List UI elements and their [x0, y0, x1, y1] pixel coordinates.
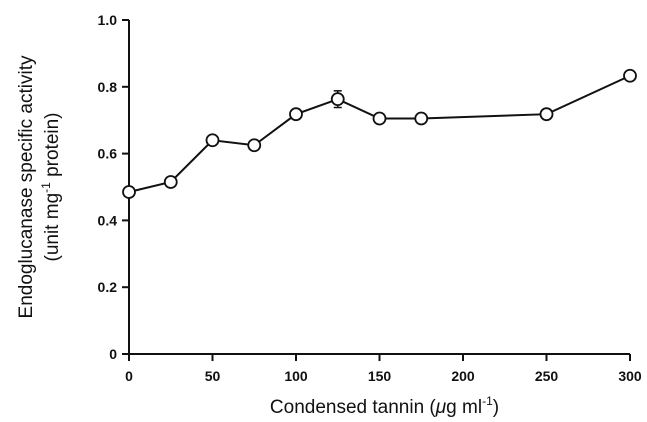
y-tick-label: 0 [109, 346, 117, 362]
y-axis-title: Endoglucanase specific activity (unit mg… [16, 55, 63, 318]
data-point [247, 138, 262, 153]
data-point [372, 111, 387, 126]
y-axis-title-line2: (unit mg-1 protein) [39, 112, 63, 261]
data-point [330, 92, 345, 107]
x-ticks: 0 50 100 150 200 250 300 [125, 354, 642, 384]
y-tick-label: 0.8 [98, 79, 118, 95]
data-point [205, 133, 220, 148]
y-tick-label: 1.0 [98, 12, 118, 28]
x-tick-label: 50 [205, 368, 221, 384]
y-axis-title-line1: Endoglucanase specific activity [16, 55, 37, 318]
data-point [623, 68, 637, 83]
y-axis-title-line2-post: protein) [42, 112, 63, 182]
x-tick-label: 0 [125, 368, 133, 384]
y-tick-label: 0.6 [98, 146, 118, 162]
data-point [289, 107, 303, 122]
x-axis-title-mu: μ [435, 397, 447, 418]
x-tick-label: 250 [535, 368, 559, 384]
y-ticks: 0 0.2 0.4 0.6 0.8 1.0 [98, 12, 129, 362]
data-point [163, 175, 178, 189]
x-tick-label: 200 [451, 368, 475, 384]
data-point [539, 107, 554, 122]
x-tick-label: 150 [368, 368, 392, 384]
x-axis-title-mid: g ml [446, 397, 482, 418]
series-line [128, 74, 631, 193]
y-axis-title-line2-sup: -1 [39, 182, 53, 193]
x-axis-title: Condensed tannin (μg ml-1) [270, 394, 499, 418]
series [122, 68, 637, 199]
x-tick-label: 100 [284, 368, 308, 384]
y-tick-label: 0.4 [98, 212, 118, 228]
x-axis-title-pre: Condensed tannin ( [270, 397, 437, 418]
axes [128, 20, 630, 355]
x-axis-title-post: ) [493, 397, 499, 418]
y-axis-title-line2-pre: (unit mg [42, 193, 63, 262]
x-tick-label: 300 [618, 368, 642, 384]
data-point [122, 185, 136, 199]
y-tick-label: 0.2 [98, 279, 118, 295]
data-point [414, 111, 429, 126]
x-axis-title-sup: -1 [482, 394, 493, 408]
